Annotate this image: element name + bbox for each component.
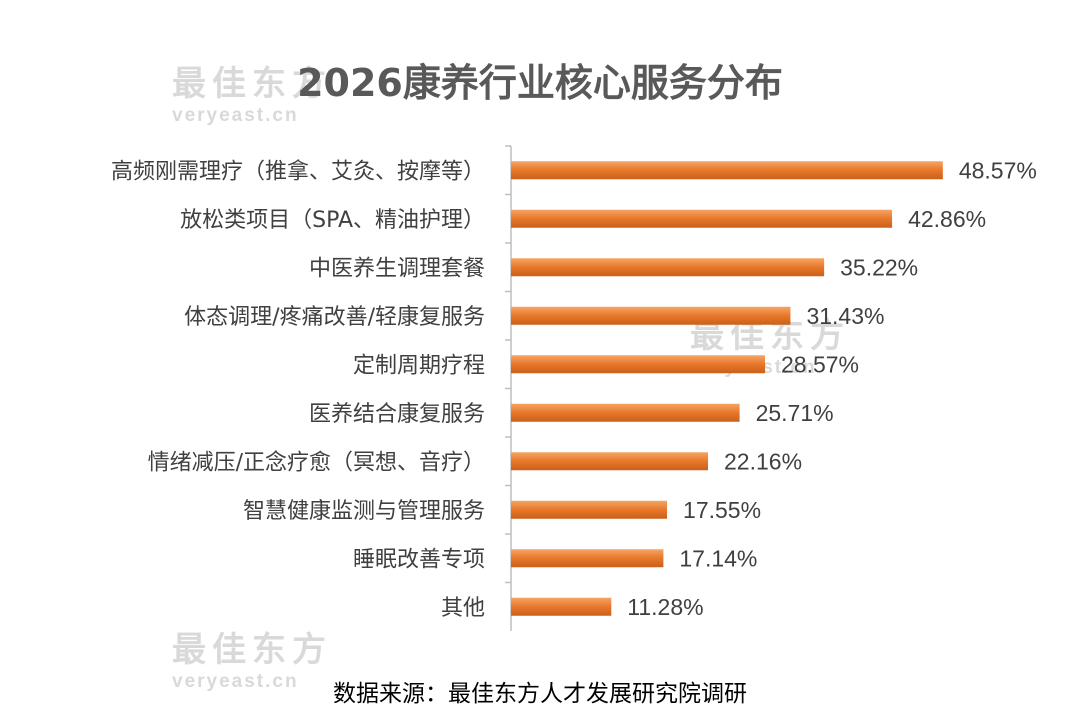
category-label: 放松类项目（SPA、精油护理） <box>180 208 485 233</box>
watermark-en-text: veryeast.cn <box>172 671 299 692</box>
watermark-bottom: 最佳东方 veryeast.cn <box>172 622 332 693</box>
category-label: 高频刚需理疗（推拿、艾灸、按摩等） <box>111 158 485 184</box>
watermark-cn-text: 最佳东方 <box>172 65 332 103</box>
data-label: 48.57% <box>959 157 1037 183</box>
category-label: 其他 <box>441 596 485 621</box>
category-label: 情绪减压/正念疗愈（冥想、音疗） <box>148 450 485 475</box>
watermark-en-text: veryeast.cn <box>172 105 299 126</box>
category-label: 中医养生调理套餐 <box>309 256 485 281</box>
watermark-top: 最佳东方 veryeast.cn <box>172 56 332 127</box>
bar <box>511 209 893 228</box>
category-label: 智慧健康监测与管理服务 <box>243 499 485 524</box>
bar <box>511 597 612 616</box>
chart-title: 2026康养行业核心服务分布 <box>297 61 783 105</box>
category-label: 体态调理/疼痛改善/轻康复服务 <box>184 305 485 330</box>
bar <box>511 306 791 325</box>
data-label: 25.71% <box>756 400 834 426</box>
data-label: 22.16% <box>724 448 802 474</box>
category-label: 定制周期疗程 <box>353 353 485 378</box>
bar <box>511 355 766 374</box>
data-label: 35.22% <box>840 254 918 280</box>
chart-source: 数据来源：最佳东方人才发展研究院调研 <box>333 681 747 707</box>
bar <box>511 549 664 568</box>
bar <box>511 403 740 422</box>
bar <box>511 500 668 519</box>
bar <box>511 452 709 471</box>
bar <box>511 258 825 277</box>
category-label: 睡眠改善专项 <box>353 547 485 572</box>
data-label: 42.86% <box>908 206 986 232</box>
data-label: 31.43% <box>806 303 884 329</box>
data-label: 17.55% <box>683 497 761 523</box>
data-label: 11.28% <box>627 594 703 620</box>
bar <box>511 161 943 180</box>
data-label: 17.14% <box>679 545 757 571</box>
watermark-cn-text: 最佳东方 <box>172 631 332 669</box>
category-label: 医养结合康复服务 <box>309 402 485 427</box>
data-label: 28.57% <box>781 351 859 377</box>
